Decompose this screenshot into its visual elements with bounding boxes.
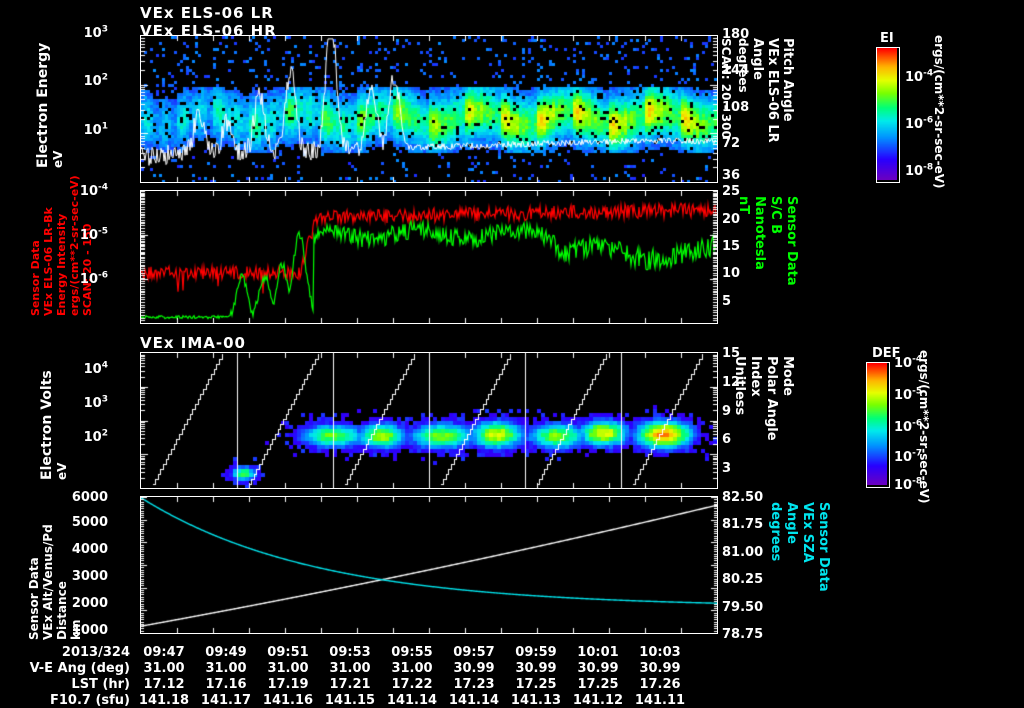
- bottom-cell: 17.16: [205, 677, 247, 692]
- panel1-ytick-3: 103: [83, 24, 108, 41]
- panel1-cb-tick-4: 10-4: [905, 68, 934, 85]
- panel1-rtick-36: 36: [722, 168, 741, 183]
- panel2-rtick-20: 20: [722, 212, 741, 227]
- bottom-cell: 10:01: [577, 645, 619, 660]
- panel3-ytick-3: 103: [83, 394, 108, 411]
- panel2-rtick-15: 15: [722, 239, 741, 254]
- bottom-cell: 09:47: [143, 645, 185, 660]
- panel3-ytick-4: 104: [83, 360, 108, 377]
- panel4-ytick-3000: 3000: [71, 569, 108, 584]
- panel4-ytick-5000: 5000: [71, 515, 108, 530]
- panel3-colorbar-label: DEF: [872, 346, 901, 361]
- bottom-cell: 141.18: [138, 693, 190, 708]
- bottom-cell: 31.00: [205, 661, 247, 676]
- panel2-line-canvas: [141, 191, 717, 323]
- panel1-rtick-108: 108: [722, 100, 750, 115]
- panel3-rtick-15: 15: [722, 346, 741, 361]
- panel3-rtick-9: 9: [722, 404, 732, 419]
- panel1-plot: [140, 35, 718, 183]
- panel1-rtick-144: 144: [722, 63, 750, 78]
- panel4-rtick-8025: 80.25: [722, 572, 764, 587]
- bottom-cell: 17.26: [639, 677, 681, 692]
- panel4-ytick-6000: 6000: [71, 490, 108, 505]
- bottom-cell: 17.23: [453, 677, 495, 692]
- bottom-cell: 141.14: [448, 693, 500, 708]
- panel4-rtick-7950: 79.50: [722, 600, 764, 615]
- bottom-cell: 141.11: [634, 693, 686, 708]
- bottom-cell: 17.12: [143, 677, 185, 692]
- bottom-cell: 09:55: [391, 645, 433, 660]
- panel1-spectrogram-canvas: [141, 36, 717, 182]
- bottom-cell: 09:57: [453, 645, 495, 660]
- bottom-cell: 31.00: [329, 661, 371, 676]
- panel3-cb-tick-5: 10-5: [894, 386, 923, 403]
- bottom-cell: 09:49: [205, 645, 247, 660]
- panel3-rtick-12: 12: [722, 375, 741, 390]
- panel1-colorbar: [876, 47, 900, 183]
- panel3-ytick-2: 102: [83, 428, 108, 445]
- panel1-ytick-2: 102: [83, 72, 108, 89]
- panel3-spectrogram-canvas: [141, 353, 717, 488]
- panel3-cb-tick-6: 10-6: [894, 418, 923, 435]
- bottom-cell: 30.99: [453, 661, 495, 676]
- bottom-row-label-1: V-E Ang (deg): [29, 661, 130, 676]
- panel3-title: VEx IMA-00: [140, 334, 246, 352]
- bottom-cell: 141.13: [510, 693, 562, 708]
- panel4-ytick-4000: 4000: [71, 542, 108, 557]
- bottom-cell: 30.99: [639, 661, 681, 676]
- panel2-ytick-4: 10-4: [79, 182, 108, 199]
- bottom-row-label-2: LST (hr): [71, 677, 130, 692]
- panel3-cb-tick-4: 10-4: [894, 354, 923, 371]
- bottom-cell: 09:53: [329, 645, 371, 660]
- bottom-cell: 17.25: [577, 677, 619, 692]
- panel4-rtick-8100: 81.00: [722, 545, 764, 560]
- panel4-plot: [140, 496, 718, 634]
- bottom-cell: 141.17: [200, 693, 252, 708]
- bottom-cell: 09:59: [515, 645, 557, 660]
- bottom-cell: 17.25: [515, 677, 557, 692]
- bottom-cell: 141.15: [324, 693, 376, 708]
- panel2-rtick-5: 5: [722, 294, 732, 309]
- bottom-cell: 09:51: [267, 645, 309, 660]
- bottom-cell: 30.99: [515, 661, 557, 676]
- bottom-cell: 141.12: [572, 693, 624, 708]
- panel1-cb-tick-8: 10-8: [905, 162, 934, 179]
- bottom-cell: 141.14: [386, 693, 438, 708]
- panel4-ytick-2000: 2000: [71, 596, 108, 611]
- bottom-cell: 17.21: [329, 677, 371, 692]
- bottom-cell: 17.22: [391, 677, 433, 692]
- panel1-rtick-72: 72: [722, 136, 741, 151]
- bottom-cell: 10:03: [639, 645, 681, 660]
- panel4-line-canvas: [141, 497, 717, 633]
- panel2-ytick-6: 10-6: [79, 270, 108, 287]
- bottom-cell: 31.00: [391, 661, 433, 676]
- bottom-cell: 30.99: [577, 661, 619, 676]
- panel2-plot: [140, 190, 718, 324]
- panel2-ytick-5: 10-5: [79, 226, 108, 243]
- bottom-row-label-0: 2013/324: [61, 645, 130, 660]
- bottom-cell: 31.00: [267, 661, 309, 676]
- panel3-plot: [140, 352, 718, 489]
- panel2-rtick-10: 10: [722, 266, 741, 281]
- panel1-ytick-1: 101: [83, 121, 108, 138]
- bottom-row-label-3: F10.7 (sfu): [49, 693, 130, 708]
- panel1-title-lr: VEx ELS-06 LR: [140, 4, 274, 22]
- panel1-colorbar-label: EI: [880, 31, 894, 46]
- panel4-rtick-7875: 78.75: [722, 627, 764, 642]
- bottom-cell: 17.19: [267, 677, 309, 692]
- panel3-colorbar: [866, 362, 890, 488]
- bottom-cell: 141.16: [262, 693, 314, 708]
- panel4-ytick-1000: 1000: [71, 623, 108, 638]
- panel1-rtick-180: 180: [722, 27, 750, 42]
- bottom-cell: 31.00: [143, 661, 185, 676]
- panel4-rtick-8175: 81.75: [722, 517, 764, 532]
- panel1-cb-tick-6: 10-6: [905, 115, 934, 132]
- panel2-rtick-25: 25: [722, 184, 741, 199]
- panel4-rtick-8250: 82.50: [722, 490, 764, 505]
- panel3-cb-tick-7: 10-7: [894, 448, 923, 465]
- panel3-cb-tick-8: 10-8: [894, 476, 923, 493]
- panel3-rtick-6: 6: [722, 432, 732, 447]
- panel3-rtick-3: 3: [722, 461, 732, 476]
